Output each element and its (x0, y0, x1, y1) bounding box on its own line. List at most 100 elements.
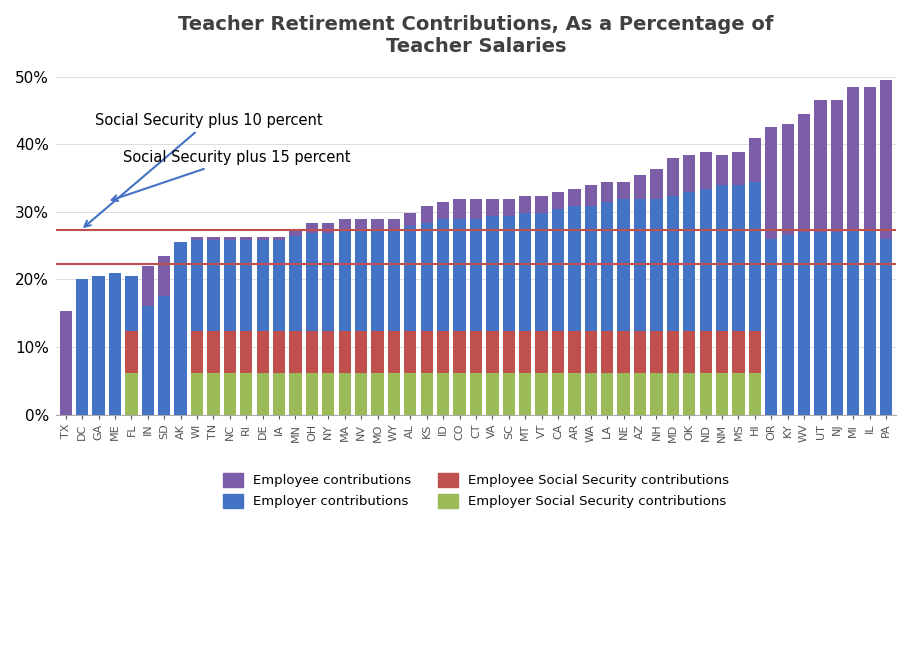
Bar (831, 100, 843, 232)
Bar (601, 373, 613, 414)
Bar (716, 373, 728, 414)
Bar (339, 219, 351, 230)
Bar (618, 182, 630, 199)
Bar (716, 155, 728, 185)
Bar (273, 240, 285, 331)
Bar (437, 373, 449, 414)
Bar (880, 80, 892, 239)
Bar (749, 331, 761, 373)
Bar (765, 127, 777, 239)
Bar (191, 240, 203, 331)
Bar (224, 331, 236, 373)
Bar (732, 373, 744, 414)
Bar (814, 232, 826, 414)
Bar (601, 182, 613, 203)
Bar (732, 185, 744, 331)
Bar (749, 138, 761, 182)
Bar (241, 373, 252, 414)
Bar (290, 373, 302, 414)
Bar (585, 331, 597, 373)
Bar (388, 331, 400, 373)
Bar (257, 237, 269, 240)
Bar (716, 185, 728, 331)
Bar (847, 229, 859, 414)
Bar (683, 331, 695, 373)
Bar (126, 373, 138, 414)
Bar (552, 209, 564, 331)
Bar (585, 206, 597, 331)
Bar (831, 232, 843, 414)
Bar (59, 311, 72, 414)
Bar (339, 230, 351, 331)
Bar (700, 331, 711, 373)
Bar (437, 219, 449, 331)
Bar (552, 373, 564, 414)
Bar (92, 276, 105, 414)
Bar (355, 373, 367, 414)
Bar (683, 155, 695, 192)
Bar (618, 199, 630, 331)
Bar (503, 373, 515, 414)
Bar (601, 331, 613, 373)
Bar (601, 203, 613, 331)
Bar (355, 331, 367, 373)
Bar (618, 373, 630, 414)
Bar (650, 199, 662, 331)
Text: Social Security plus 10 percent: Social Security plus 10 percent (85, 113, 322, 227)
Title: Teacher Retirement Contributions, As a Percentage of
Teacher Salaries: Teacher Retirement Contributions, As a P… (179, 15, 773, 56)
Bar (519, 331, 531, 373)
Bar (683, 373, 695, 414)
Bar (667, 158, 679, 195)
Bar (175, 242, 187, 414)
Bar (486, 373, 498, 414)
Bar (224, 373, 236, 414)
Bar (322, 331, 334, 373)
Bar (257, 373, 269, 414)
Bar (470, 219, 482, 331)
Bar (191, 237, 203, 240)
Text: Social Security plus 15 percent: Social Security plus 15 percent (112, 150, 351, 201)
Bar (322, 222, 334, 233)
Bar (372, 219, 384, 230)
Bar (404, 213, 416, 226)
Bar (322, 373, 334, 414)
Bar (667, 331, 679, 373)
Bar (388, 230, 400, 331)
Bar (519, 373, 531, 414)
Bar (421, 206, 433, 222)
Bar (454, 373, 466, 414)
Bar (486, 331, 498, 373)
Bar (486, 216, 498, 331)
Bar (634, 175, 646, 199)
Bar (159, 256, 170, 297)
Bar (782, 236, 793, 414)
Legend: Employee contributions, Employer contributions, Employee Social Security contrib: Employee contributions, Employer contrib… (218, 468, 734, 514)
Bar (290, 236, 302, 331)
Bar (486, 199, 498, 216)
Bar (650, 169, 662, 199)
Bar (782, 124, 793, 236)
Bar (241, 240, 252, 331)
Bar (864, 229, 875, 414)
Bar (339, 331, 351, 373)
Bar (503, 216, 515, 331)
Bar (355, 219, 367, 230)
Bar (241, 331, 252, 373)
Bar (880, 239, 892, 414)
Bar (355, 230, 367, 331)
Bar (470, 331, 482, 373)
Bar (765, 239, 777, 414)
Bar (208, 237, 220, 240)
Bar (798, 232, 810, 414)
Bar (372, 331, 384, 373)
Bar (536, 331, 548, 373)
Bar (470, 373, 482, 414)
Bar (552, 192, 564, 209)
Bar (470, 199, 482, 219)
Bar (650, 331, 662, 373)
Bar (241, 237, 252, 240)
Bar (421, 373, 433, 414)
Bar (634, 331, 646, 373)
Bar (568, 206, 580, 331)
Bar (585, 373, 597, 414)
